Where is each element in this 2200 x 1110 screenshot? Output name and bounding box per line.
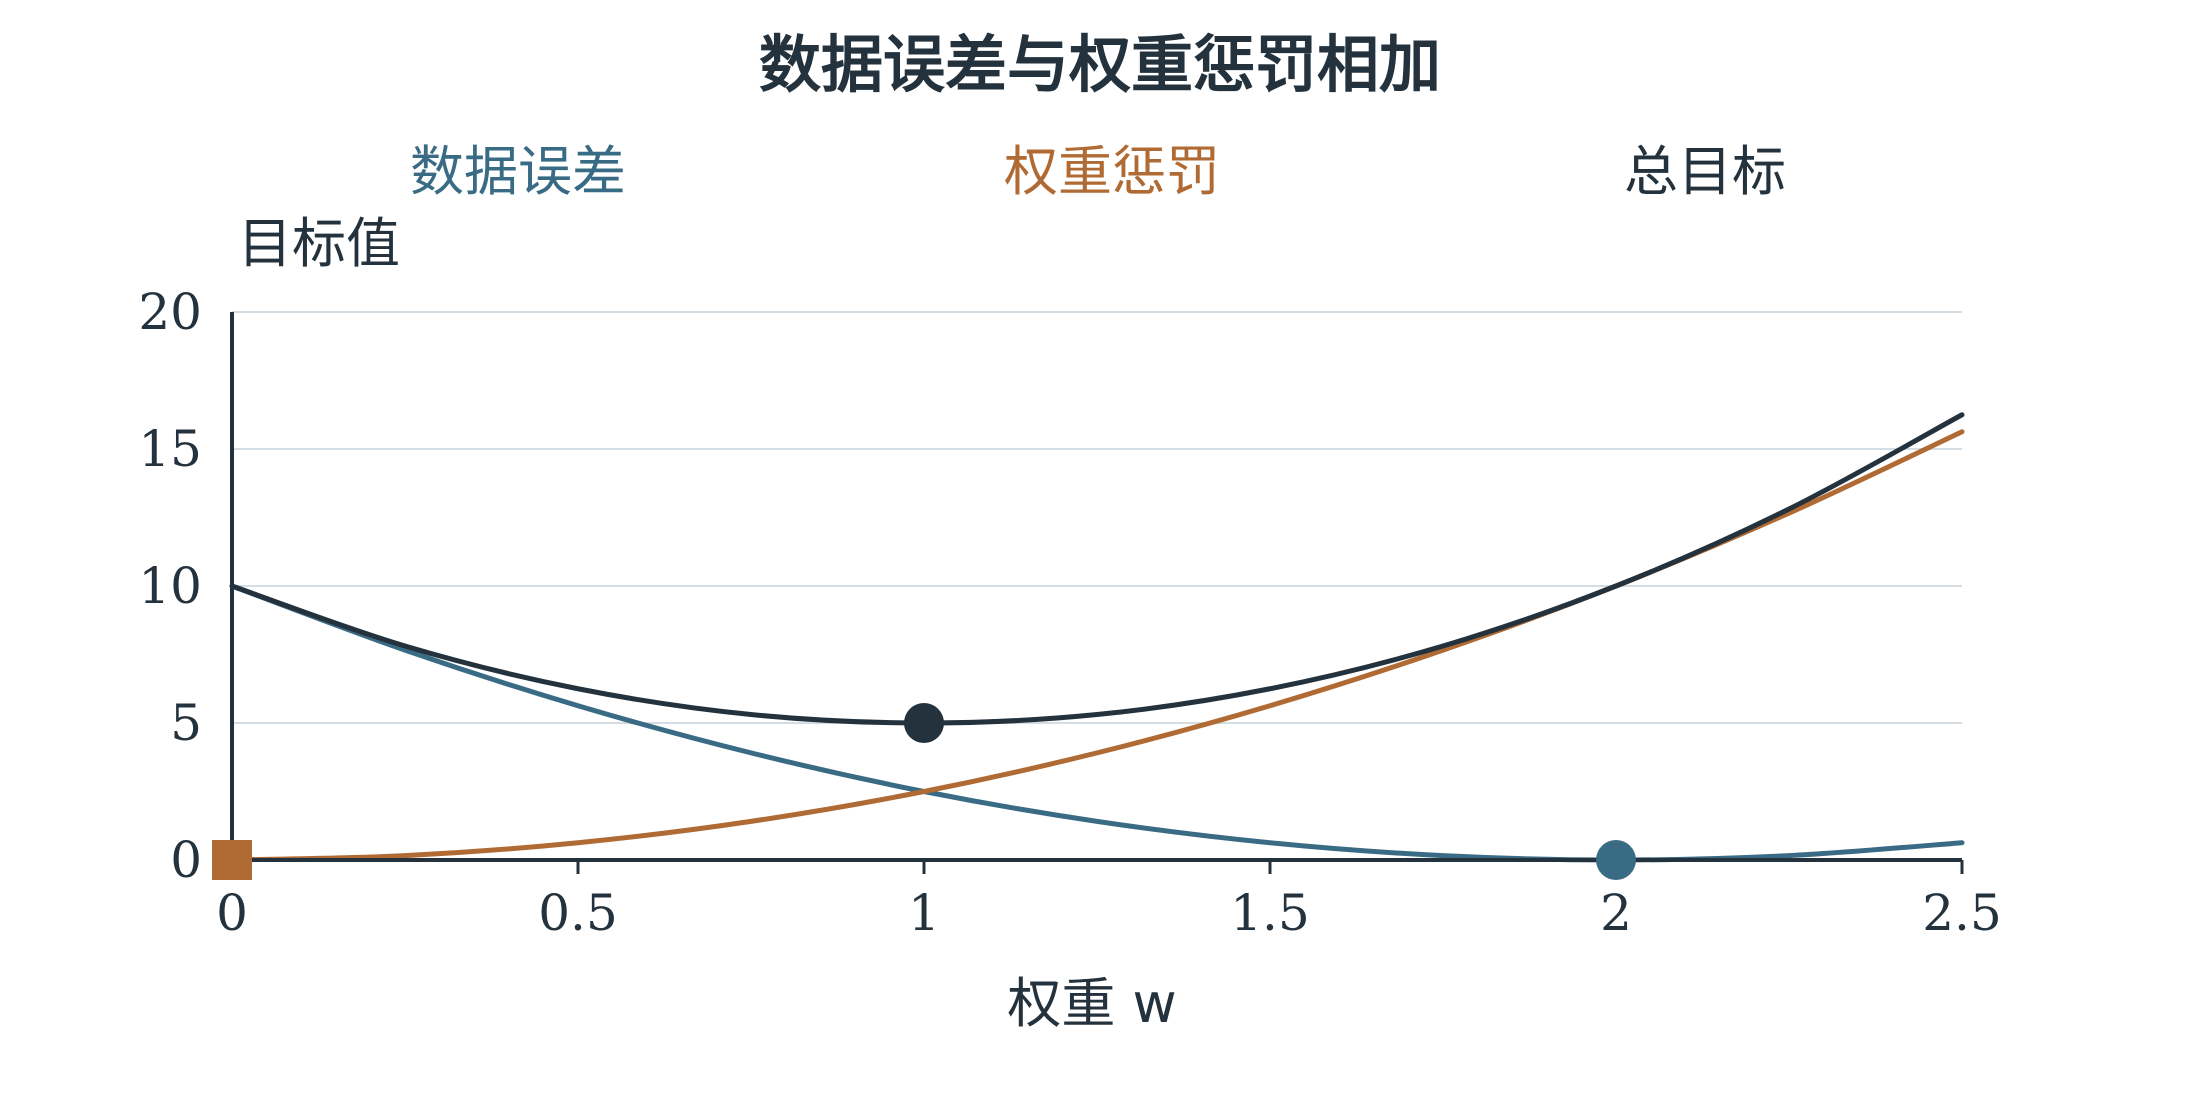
marker-circle-2 [1596, 840, 1636, 880]
y-tick-label-0: 0 [170, 831, 202, 889]
series-layer [229, 412, 1965, 863]
x-tick-label-0: 0 [216, 884, 248, 942]
x-tick-label-2: 1 [908, 884, 940, 942]
x-tick-label-3: 1.5 [1230, 884, 1310, 942]
y-axis-label: 目标值 [238, 212, 400, 275]
legend: 数据误差 权重惩罚 总目标 [410, 140, 1786, 203]
x-tick-label-5: 2.5 [1922, 884, 2002, 942]
legend-item-1: 权重惩罚 [1004, 140, 1220, 203]
legend-item-0: 数据误差 [410, 140, 626, 203]
markers [212, 703, 1636, 880]
axes [230, 312, 1962, 862]
y-tick-label-4: 20 [138, 283, 202, 341]
y-tick-label-1: 5 [170, 694, 202, 752]
grid [232, 311, 1962, 724]
marker-square-0 [212, 840, 252, 880]
marker-circle-1 [904, 703, 944, 743]
ticks: 0 0.5 1 1.5 2 2.5 0 5 10 15 20 [138, 283, 2001, 942]
x-tick-label-1: 0.5 [538, 884, 618, 942]
x-axis-label: 权重 w [1007, 972, 1176, 1035]
y-tick-label-2: 10 [138, 557, 202, 615]
series-line-1 [229, 429, 1965, 863]
series-line-2 [229, 412, 1965, 726]
x-tick-label-4: 2 [1600, 884, 1632, 942]
legend-item-2: 总目标 [1624, 140, 1786, 203]
chart-title: 数据误差与权重惩罚相加 [759, 28, 1441, 101]
y-tick-label-3: 15 [138, 420, 202, 478]
